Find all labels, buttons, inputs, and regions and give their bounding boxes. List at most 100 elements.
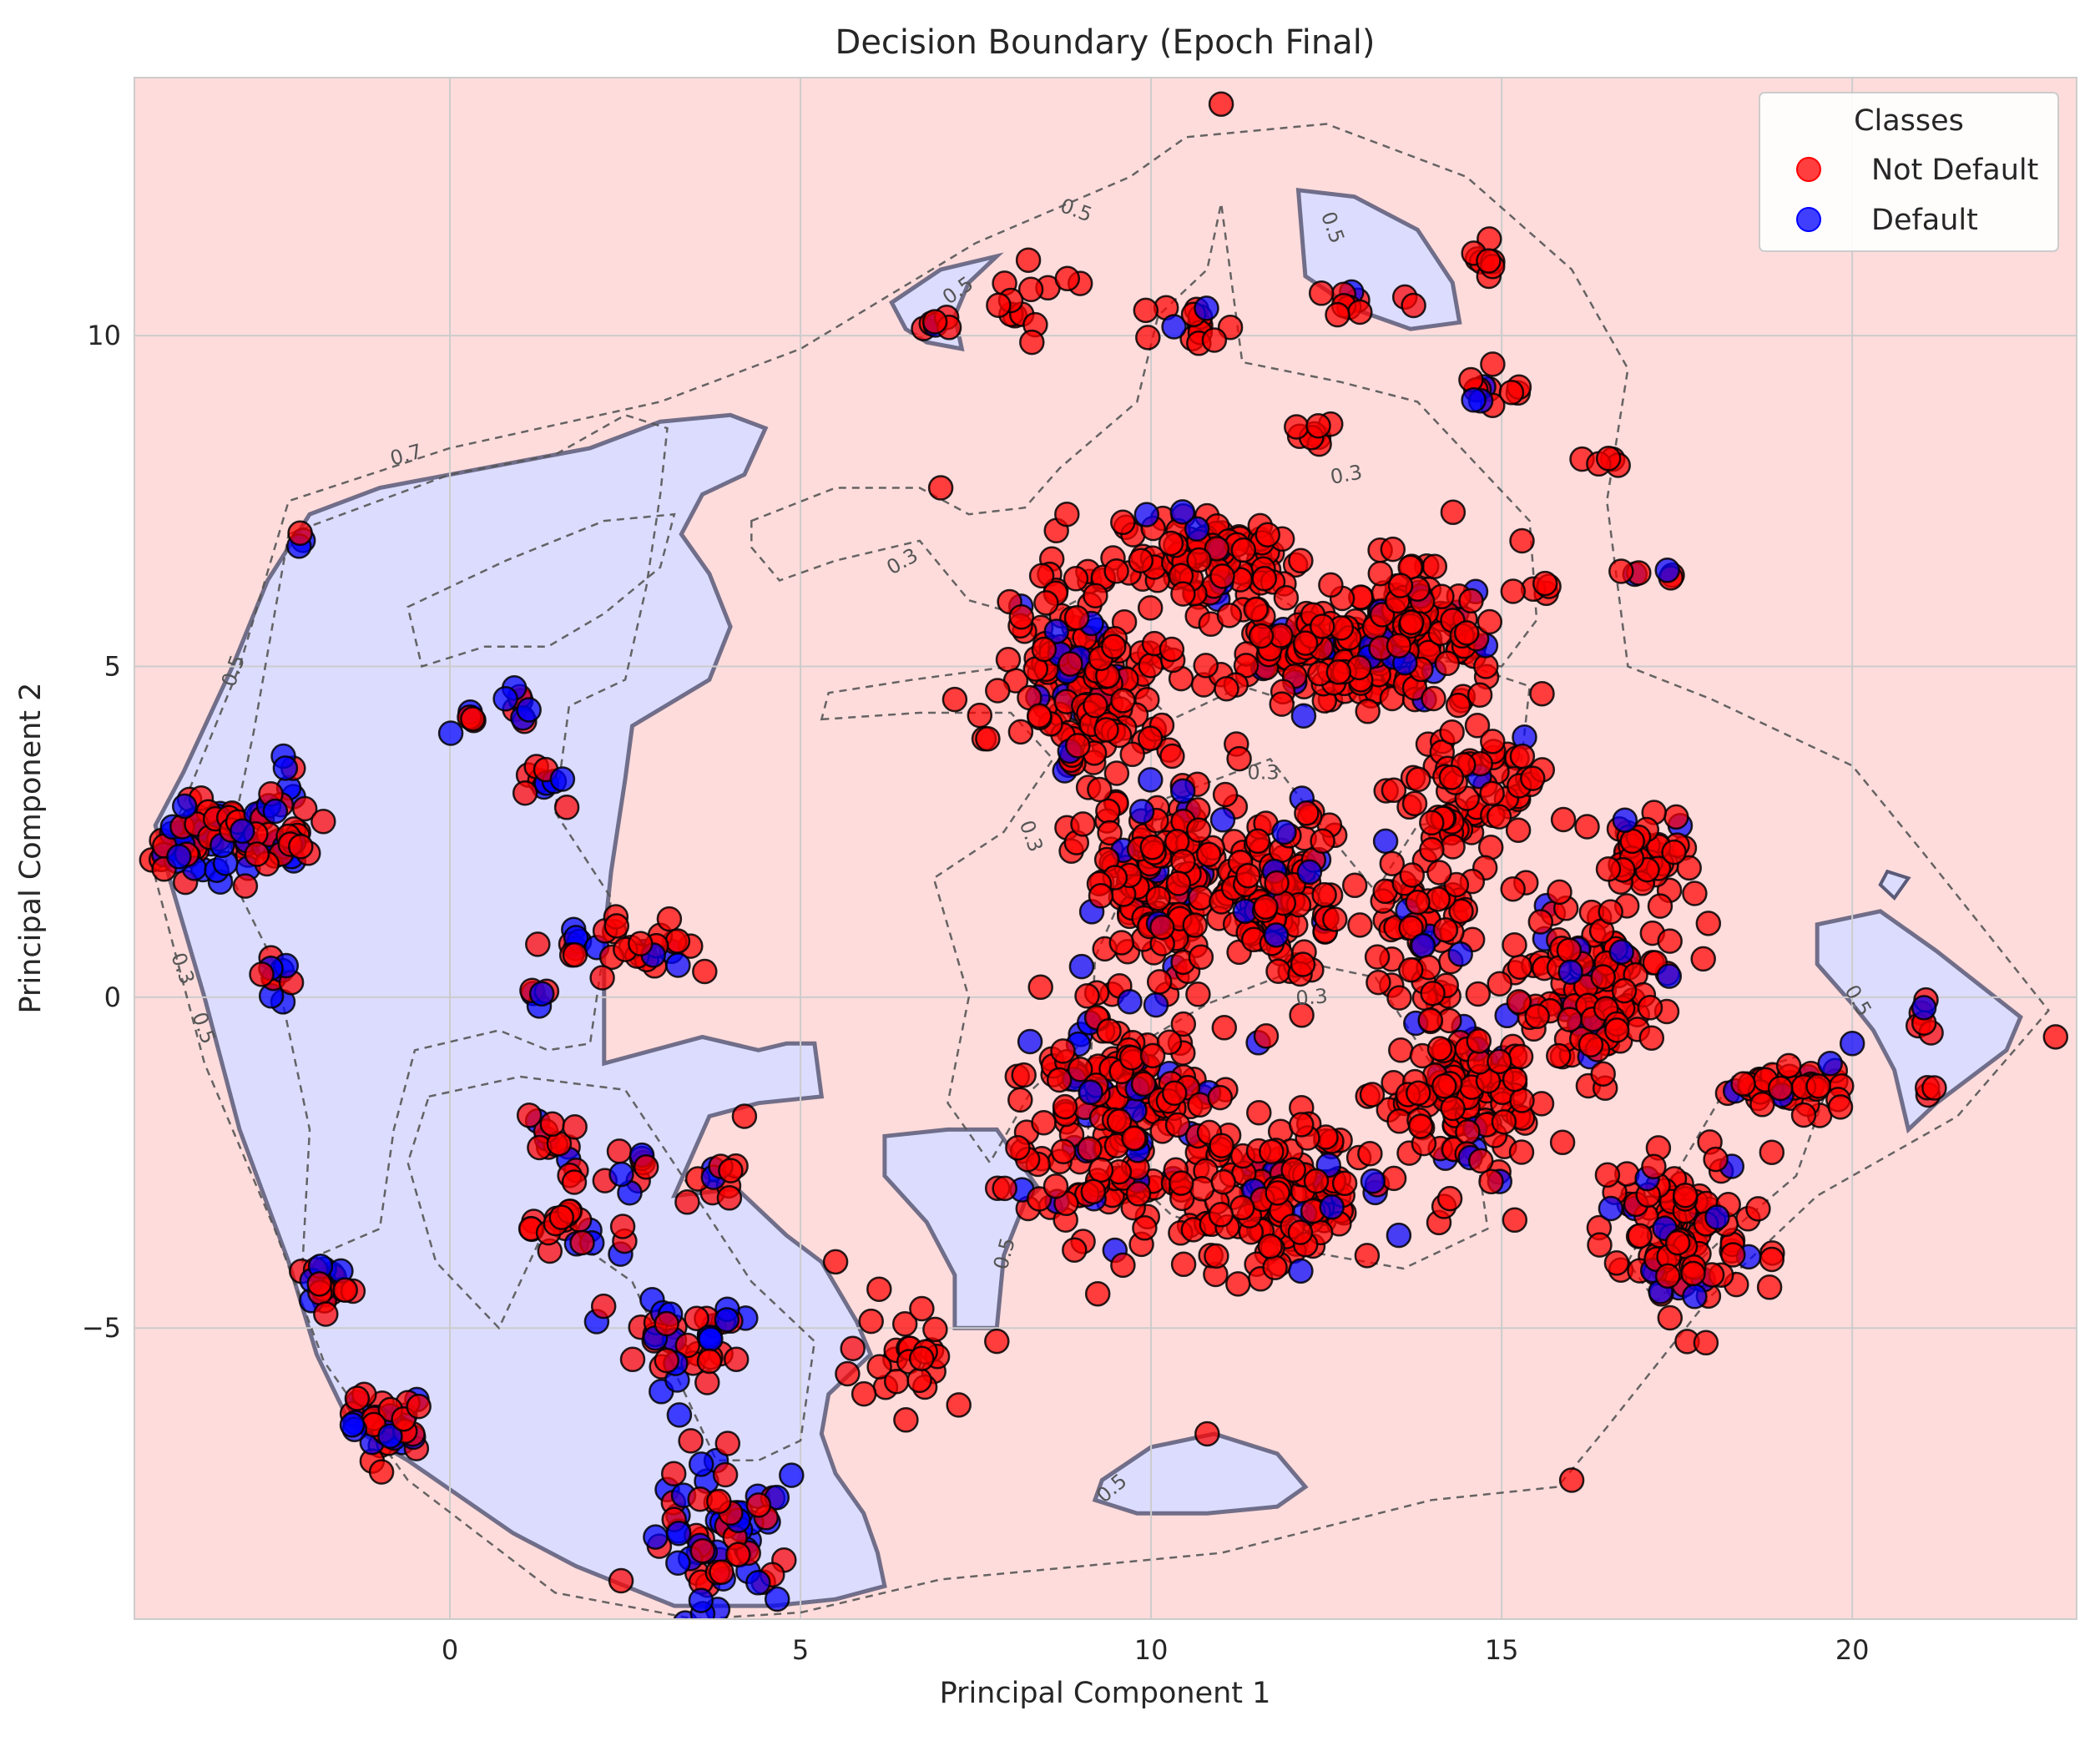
point-not-default: [1132, 1215, 1158, 1241]
point-not-default: [1500, 876, 1526, 902]
point-not-default: [569, 1229, 595, 1256]
point-default: [272, 755, 299, 781]
point-not-default: [1380, 536, 1406, 563]
point-not-default: [1188, 944, 1214, 971]
point-not-default: [1657, 928, 1683, 954]
point-not-default: [1682, 881, 1708, 906]
legend-marker-not-default: [1796, 157, 1821, 182]
point-not-default: [1603, 1017, 1630, 1043]
point-not-default: [654, 1347, 680, 1374]
point-not-default: [1426, 860, 1452, 886]
point-not-default: [975, 725, 1001, 752]
point-not-default: [368, 1459, 395, 1485]
point-not-default: [244, 841, 270, 867]
point-default: [1319, 1194, 1345, 1220]
point-not-default: [1265, 1180, 1290, 1206]
point-not-default: [725, 1542, 751, 1567]
point-not-default: [562, 941, 588, 968]
point-not-default: [1401, 790, 1428, 817]
chart-title: Decision Boundary (Epoch Final): [835, 23, 1376, 62]
point-not-default: [619, 1346, 646, 1373]
point-default: [1290, 703, 1317, 729]
x-axis-label: Principal Component 1: [940, 1677, 1271, 1710]
point-default: [1161, 314, 1187, 340]
point-not-default: [1259, 1138, 1285, 1165]
point-not-default: [1087, 776, 1113, 803]
point-not-default: [1546, 1042, 1572, 1069]
point-default: [230, 818, 255, 845]
point-not-default: [1432, 916, 1459, 943]
point-not-default: [1211, 1015, 1238, 1041]
point-not-default: [1466, 1028, 1492, 1054]
point-not-default: [908, 1345, 935, 1371]
point-not-default: [1065, 733, 1091, 759]
point-not-default: [1118, 1045, 1145, 1071]
x-tick-label: 20: [1835, 1634, 1870, 1666]
point-default: [549, 766, 576, 792]
point-not-default: [1133, 297, 1159, 324]
point-not-default: [512, 780, 538, 806]
point-not-default: [1019, 329, 1045, 356]
point-not-default: [1289, 1112, 1315, 1138]
point-not-default: [1730, 1071, 1756, 1097]
point-not-default: [1367, 560, 1394, 587]
point-not-default: [1209, 1133, 1234, 1158]
point-not-default: [1287, 1219, 1314, 1245]
point-not-default: [1921, 1075, 1947, 1101]
point-default: [1209, 807, 1236, 833]
point-not-default: [1619, 828, 1645, 855]
point-not-default: [1305, 412, 1331, 439]
point-not-default: [1637, 995, 1663, 1021]
point-not-default: [1341, 872, 1368, 899]
point-not-default: [1204, 1243, 1229, 1269]
point-not-default: [1063, 604, 1090, 631]
point-not-default: [1139, 1042, 1166, 1069]
point-not-default: [1243, 596, 1269, 623]
point-not-default: [1031, 1109, 1057, 1136]
point-not-default: [995, 647, 1022, 673]
point-default: [688, 1451, 714, 1477]
point-not-default: [1703, 1146, 1729, 1173]
point-not-default: [1491, 1108, 1517, 1135]
point-not-default: [548, 1204, 575, 1230]
point-not-default: [1017, 276, 1044, 303]
point-default: [1169, 778, 1196, 805]
point-not-default: [1093, 717, 1119, 743]
point-not-default: [1096, 1018, 1122, 1044]
point-not-default: [1108, 930, 1135, 956]
point-default: [339, 1412, 366, 1438]
point-not-default: [985, 678, 1011, 704]
point-default: [1911, 995, 1937, 1021]
point-default: [1410, 932, 1436, 959]
point-not-default: [1325, 301, 1350, 328]
point-not-default: [1194, 1421, 1220, 1447]
point-not-default: [866, 1276, 892, 1302]
point-not-default: [1775, 1052, 1802, 1079]
point-not-default: [1767, 1075, 1794, 1102]
point-not-default: [1477, 608, 1503, 635]
point-not-default: [1033, 590, 1059, 616]
point-default: [1117, 988, 1143, 1015]
point-default: [1138, 767, 1164, 793]
point-default: [665, 952, 691, 978]
point-default: [1704, 1204, 1730, 1230]
point-not-default: [1749, 1092, 1775, 1118]
point-not-default: [1524, 1003, 1550, 1029]
point-not-default: [1827, 1094, 1854, 1120]
point-not-default: [1077, 1136, 1103, 1162]
point-not-default: [1366, 969, 1391, 996]
point-not-default: [984, 1328, 1010, 1355]
point-not-default: [967, 702, 993, 729]
point-not-default: [608, 1567, 634, 1594]
point-not-default: [1420, 980, 1446, 1007]
point-not-default: [1508, 1139, 1535, 1165]
point-not-default: [2042, 1024, 2069, 1050]
point-not-default: [1201, 327, 1228, 353]
point-default: [1598, 1195, 1624, 1222]
point-not-default: [1015, 247, 1042, 273]
point-not-default: [1125, 1181, 1152, 1207]
point-default: [437, 720, 464, 746]
point-not-default: [1695, 911, 1722, 936]
legend-label-default: Default: [1871, 204, 1978, 237]
point-default: [1682, 1284, 1708, 1310]
